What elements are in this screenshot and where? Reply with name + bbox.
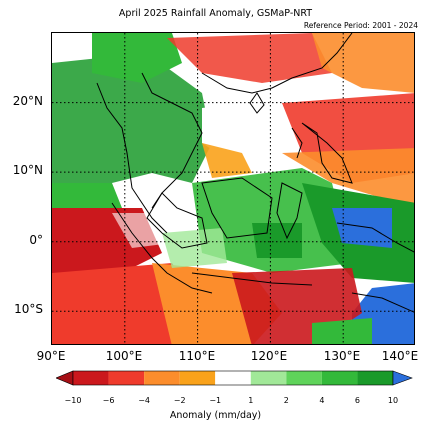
colorbar-tick-label: 10 [387,396,399,405]
colorbar-swatch [357,371,393,385]
colorbar-tick-label: −4 [138,396,151,405]
colorbar [56,370,413,386]
gridlines [52,33,414,344]
lon-label-130e: 130°E [323,349,361,363]
lon-label-90e: 90°E [36,349,66,363]
colorbar-tick-label: 2 [283,396,289,405]
anomaly-map [51,32,415,345]
lat-label-10s: 10°S [14,302,43,316]
colorbar-tick-label: −1 [209,396,222,405]
colorbar-tick-label: 6 [354,396,360,405]
colorbar-tick-label: 4 [319,396,325,405]
lon-label-120e: 120°E [250,349,288,363]
lon-label-140e: 140°E [381,349,419,363]
colorbar-swatch [215,371,251,385]
colorbar-extend-low [56,370,74,386]
colorbar-tick-label: −10 [64,396,82,405]
lat-label-10n: 10°N [12,163,43,177]
coastlines [96,33,414,313]
lon-label-100e: 100°E [105,349,143,363]
colorbar-tick-label: 1 [248,396,254,405]
colorbar-title: Anomaly (mm/day) [169,410,262,421]
colorbar-swatch [179,371,216,385]
colorbar-swatch [286,371,322,385]
map-canvas [52,33,414,344]
colorbar-swatch [321,371,358,385]
lon-label-110e: 110°E [178,349,216,363]
colorbar-swatch [73,371,109,385]
lat-label-20n: 20°N [12,94,43,108]
chart-title: April 2025 Rainfall Anomaly, GSMaP-NRT [118,8,313,19]
reference-period: Reference Period: 2001 - 2024 [303,21,418,30]
colorbar-tick-label: −6 [102,396,115,405]
lat-label-0: 0° [29,233,43,247]
colorbar-swatch [250,371,287,385]
colorbar-extend-high [392,370,413,386]
colorbar-swatch [108,371,145,385]
colorbar-swatch [144,371,180,385]
colorbar-swatches [56,370,413,386]
colorbar-tick-label: −2 [173,396,186,405]
